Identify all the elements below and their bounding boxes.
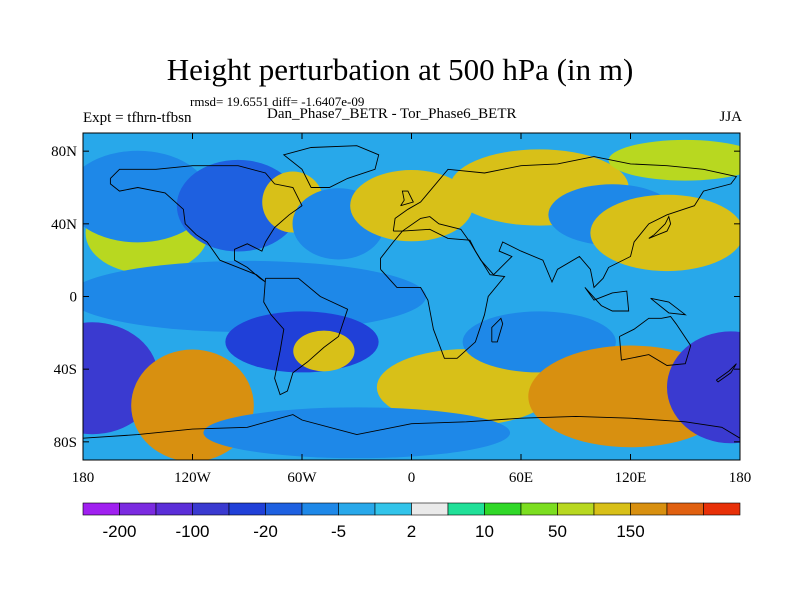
colorbar-swatch [447,502,485,516]
colorbar-swatch [374,502,412,516]
axis-ticks: 180 120W 60W 0 60E 120E 180 80N 40N 0 40S 80S [51,133,751,486]
anomaly-antarctica-negative [203,407,511,459]
colorbar-swatch [593,502,631,516]
colorbar-swatch [666,502,704,516]
anomaly-arctic-positive [608,139,740,181]
colorbar-label: 150 [616,522,644,541]
experiment-label: Expt = tfhrn-tfbsn [83,110,192,126]
height-field [83,133,740,460]
x-tick-label: 180 [72,470,95,486]
colorbar-swatch [82,502,120,516]
comparison-label: Dan_Phase7_BETR - Tor_Phase6_BETR [267,106,517,122]
coastline-japan [648,215,672,239]
colorbar-swatch [338,502,376,516]
colorbar: -200 -100 -20 -5 2 10 50 150 [82,502,741,541]
contour-level [590,194,740,272]
x-tick-label: 0 [408,470,416,486]
coastline-africa [380,228,506,359]
coastlines [83,145,740,439]
y-tick-label: 80S [54,435,77,451]
anomaly-tasman-negative [667,331,740,444]
colorbar-swatch [484,502,522,516]
x-tick-label: 180 [729,470,752,486]
colorbar-swatch [703,502,741,516]
coastline-south-america [263,277,349,396]
anomaly-tropics-negative [83,260,427,333]
anomaly-europe-positive [350,170,473,242]
y-tick-label: 80N [51,144,77,160]
plot-title: Height perturbation at 500 hPa (in m) [166,52,634,87]
y-tick-label: 0 [70,290,78,306]
colorbar-swatch [228,502,266,516]
colorbar-swatch [119,502,157,516]
x-tick-label: 60W [287,470,317,486]
colorbar-label: 50 [548,522,567,541]
colorbar-label: -20 [253,522,278,541]
anomaly-n-america-negative [176,159,300,252]
coastline-antarctica [83,414,740,439]
colorbar-swatch [301,502,339,516]
coastline-uk [400,190,414,207]
stats-line: rmsd= 19.6551 diff= -1.6407e-09 [190,94,365,109]
coastline-borneo-sumatra [584,287,630,312]
anomaly-east-asia-positive [590,194,740,272]
colorbar-label: -200 [102,522,136,541]
x-tick-label: 60E [509,470,533,486]
colorbar-swatch [630,502,668,516]
colorbar-label: -100 [175,522,209,541]
season-label: JJA [719,109,742,125]
contour-level [176,159,300,252]
colorbar-swatch [155,502,193,516]
contour-level [350,170,473,242]
colorbar-label: 2 [407,522,416,541]
x-tick-label: 120E [615,470,647,486]
colorbar-swatch [192,502,230,516]
y-tick-label: 40N [51,217,77,233]
contour-level [83,260,427,333]
contour-level [608,139,740,181]
coastline-australia [619,316,692,366]
colorbar-label: -5 [331,522,346,541]
x-tick-label: 120W [174,470,212,486]
colorbar-swatch [411,502,449,516]
coastline-new-zealand [715,363,737,383]
coastline-madagascar [491,317,504,343]
colorbar-swatch [557,502,595,516]
y-tick-label: 40S [54,362,77,378]
colorbar-label: 10 [475,522,494,541]
contour-level [667,331,740,444]
coastline-north-america [109,165,303,283]
coastline-greenland [282,145,380,188]
colorbar-swatch [265,502,303,516]
coastline-new-guinea [650,297,687,316]
colorbar-swatch [520,502,558,516]
contour-level [203,407,511,459]
